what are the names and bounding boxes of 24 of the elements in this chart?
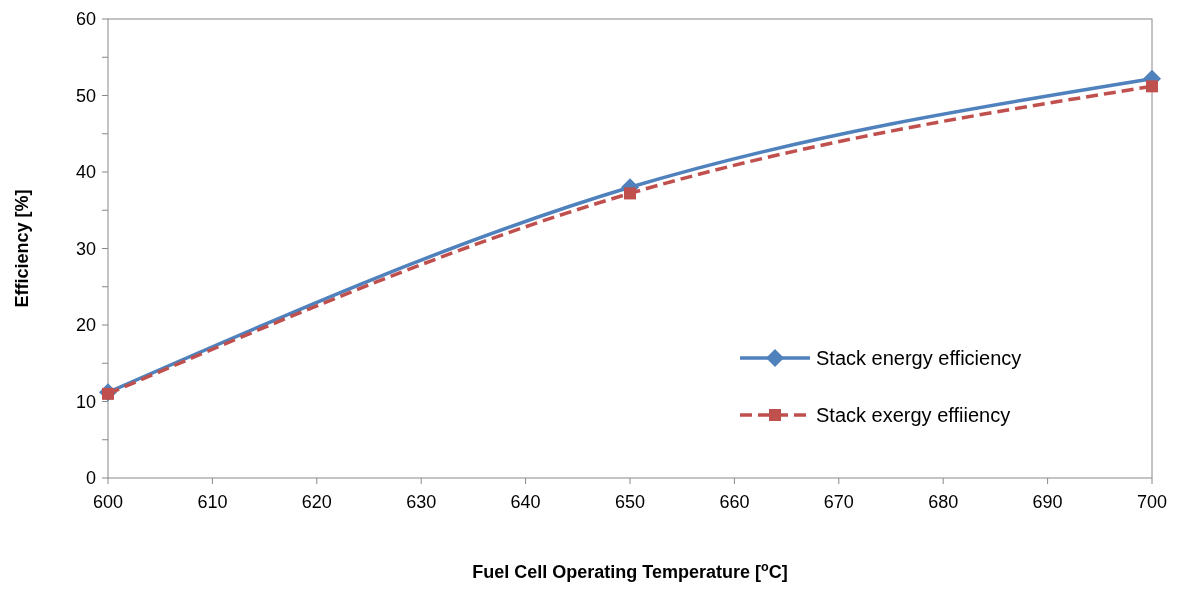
x-tick-label: 600 [92,492,124,512]
point [624,187,636,200]
y-tick-label: 20 [75,315,96,336]
x-tick-label: 630 [406,492,437,512]
legend-label: Stack exergy effiiency [816,404,1011,426]
x-tick-label: 640 [510,492,541,512]
point [1146,80,1158,93]
x-tick-label: 620 [301,492,332,512]
x-tick-label: 650 [614,492,646,512]
x-tick-label: 680 [928,492,959,512]
y-tick-label: 10 [75,391,96,412]
y-tick-label: 40 [75,162,96,183]
legend-label: Stack energy efficiency [816,347,1022,369]
x-tick-label: 690 [1032,492,1063,512]
y-tick-label: 0 [85,468,96,489]
y-tick-label: 60 [75,9,96,30]
x-axis-title: Fuel Cell Operating Temperature [$^{o}$C] [472,560,788,582]
y-axis-title: Efficiency [%] [12,189,32,308]
x-tick-label: 700 [1136,492,1168,512]
y-tick-label: 50 [75,85,96,106]
x-tick-label: 660 [719,492,750,512]
x-tick-label: 610 [197,492,228,512]
x-tick-label: 670 [823,492,854,512]
y-tick-label: 30 [75,238,96,259]
